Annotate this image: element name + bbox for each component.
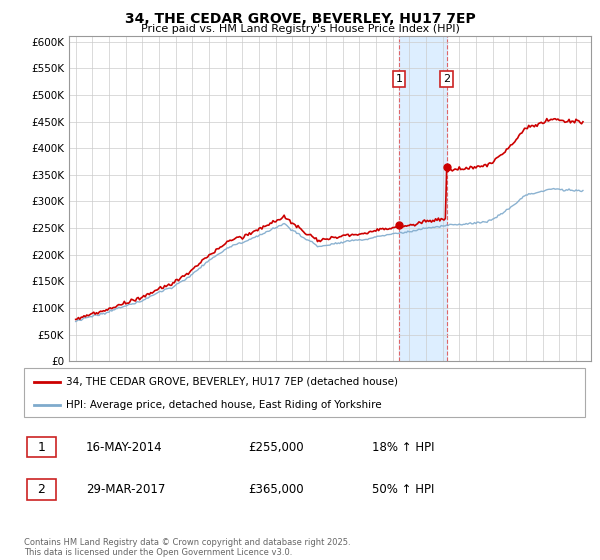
Text: 18% ↑ HPI: 18% ↑ HPI: [372, 441, 434, 454]
Text: 2: 2: [443, 74, 450, 84]
Text: 29-MAR-2017: 29-MAR-2017: [86, 483, 165, 496]
Bar: [27, 437, 56, 458]
Text: 1: 1: [395, 74, 403, 84]
Text: 34, THE CEDAR GROVE, BEVERLEY, HU17 7EP: 34, THE CEDAR GROVE, BEVERLEY, HU17 7EP: [125, 12, 475, 26]
Text: 2: 2: [37, 483, 46, 496]
Text: 1: 1: [37, 441, 46, 454]
Text: 50% ↑ HPI: 50% ↑ HPI: [372, 483, 434, 496]
Bar: [399, 36, 446, 361]
Bar: [27, 479, 56, 500]
Text: 34, THE CEDAR GROVE, BEVERLEY, HU17 7EP (detached house): 34, THE CEDAR GROVE, BEVERLEY, HU17 7EP …: [66, 377, 398, 387]
Text: 16-MAY-2014: 16-MAY-2014: [86, 441, 163, 454]
Text: Contains HM Land Registry data © Crown copyright and database right 2025.
This d: Contains HM Land Registry data © Crown c…: [24, 538, 350, 557]
Text: Price paid vs. HM Land Registry's House Price Index (HPI): Price paid vs. HM Land Registry's House …: [140, 24, 460, 34]
Text: £255,000: £255,000: [248, 441, 304, 454]
Text: HPI: Average price, detached house, East Riding of Yorkshire: HPI: Average price, detached house, East…: [66, 400, 382, 410]
Text: £365,000: £365,000: [248, 483, 304, 496]
